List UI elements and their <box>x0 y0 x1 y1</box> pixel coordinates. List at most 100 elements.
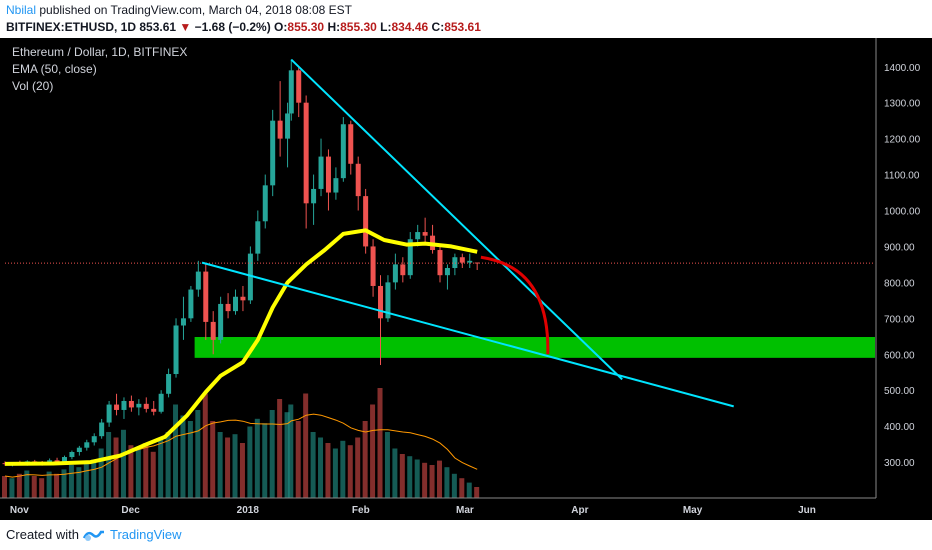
down-arrow-icon: ▼ <box>179 20 192 34</box>
volume-bar <box>98 448 104 498</box>
volume-bar <box>262 423 268 498</box>
volume-bar <box>392 448 398 498</box>
volume-bar <box>106 432 112 498</box>
volume-bar <box>195 410 201 498</box>
publish-line: Nbilal published on TradingView.com, Mar… <box>6 3 352 17</box>
candle-body <box>285 113 291 139</box>
volume-bar <box>24 470 30 498</box>
candle-body <box>128 400 134 408</box>
open-label: O: <box>274 20 288 34</box>
published-text: published on TradingView.com, March 04, … <box>39 3 352 17</box>
projection-arc-path <box>480 255 550 355</box>
price-chart[interactable]: 300.00 400.00 500.00 600.00 700.00 800.00 900.… <box>0 38 932 520</box>
support-zone-rect <box>194 337 876 358</box>
candle-body <box>173 325 179 375</box>
candle-body <box>180 318 186 326</box>
high-value: 855.30 <box>340 20 377 34</box>
volume-bar <box>295 421 301 498</box>
candle-body <box>407 239 413 276</box>
volume-bar <box>225 437 231 498</box>
candle-body <box>400 264 406 276</box>
candle-body <box>54 460 60 463</box>
x-tick-label: Nov <box>10 505 29 516</box>
volume-bar <box>269 410 275 498</box>
volume-bar <box>158 437 164 498</box>
y-tick-label: 700.00 <box>884 314 915 325</box>
x-tick-label: Dec <box>121 505 140 516</box>
volume-bar <box>474 487 480 498</box>
volume-bar <box>459 478 465 498</box>
publish-header: Nbilal published on TradingView.com, Mar… <box>0 0 932 38</box>
volume-bar <box>165 432 171 498</box>
volume-bar <box>347 445 353 498</box>
candle-body <box>188 289 194 319</box>
volume-bars <box>2 388 480 498</box>
author-link[interactable]: Nbilal <box>6 3 37 17</box>
volume-bar <box>46 471 52 498</box>
created-with-text: Created with <box>6 527 79 542</box>
candle-body <box>452 257 458 268</box>
volume-bar <box>451 473 457 498</box>
candle-body <box>166 374 172 394</box>
y-tick-label: 800.00 <box>884 278 915 289</box>
volume-bar <box>150 451 156 498</box>
candle-body <box>210 321 216 340</box>
volume-bar <box>303 393 309 498</box>
candle-body <box>333 178 339 193</box>
close-value: 853.61 <box>444 20 481 34</box>
volume-bar <box>325 443 331 498</box>
volume-bar <box>362 421 368 498</box>
y-tick-label: 1300.00 <box>884 99 921 110</box>
volume-bar <box>16 473 22 498</box>
candle-body <box>296 70 302 103</box>
volume-bar <box>340 440 346 498</box>
candle-body <box>325 156 331 193</box>
candle-body <box>69 452 75 458</box>
chart-area[interactable]: 300.00 400.00 500.00 600.00 700.00 800.00 900.… <box>0 38 932 520</box>
ema-line <box>4 228 478 466</box>
volume-bar <box>120 429 126 498</box>
candle-body <box>270 120 276 186</box>
volume-bar <box>113 437 119 498</box>
volume-bar <box>54 473 60 498</box>
candle-body <box>225 303 231 312</box>
candle-body <box>415 232 421 240</box>
candle-body <box>422 232 428 236</box>
price-change: −1.68 (−0.2%) <box>194 20 271 34</box>
projection-arc <box>480 255 550 355</box>
candle-body <box>218 303 224 340</box>
y-tick-label: 1200.00 <box>884 135 921 146</box>
candle-body <box>99 422 105 437</box>
candle-body <box>459 257 465 263</box>
candle-body <box>467 260 473 263</box>
legend-vol: Vol (20) <box>12 79 53 93</box>
symbol-quote-line: BITFINEX:ETHUSD, 1D 853.61 ▼ −1.68 (−0.2… <box>6 20 481 34</box>
y-tick-label: 1400.00 <box>884 63 921 74</box>
candle-body <box>76 447 82 452</box>
volume-bar <box>91 459 97 498</box>
volume-bar <box>399 454 405 498</box>
volume-bar <box>76 467 82 498</box>
volume-bar <box>332 448 338 498</box>
candle-body <box>392 264 398 283</box>
candle-body <box>262 185 268 222</box>
legend-ema: EMA (50, close) <box>12 62 97 76</box>
candle-body <box>158 393 164 412</box>
y-tick-label: 1000.00 <box>884 207 921 218</box>
candle-body <box>114 404 120 410</box>
volume-bar <box>254 418 260 498</box>
candles <box>2 59 480 467</box>
volume-bar <box>210 421 216 498</box>
candle-body <box>378 285 384 319</box>
volume-bar <box>61 469 67 498</box>
candle-body <box>84 442 90 448</box>
volume-bar <box>318 437 324 498</box>
x-tick-label: May <box>683 505 703 516</box>
volume-bar <box>31 476 37 498</box>
tradingview-brand[interactable]: TradingView <box>110 527 182 542</box>
trendline-upper <box>290 58 623 381</box>
volume-bar <box>39 478 45 498</box>
last-price: 853.61 <box>139 20 177 34</box>
ema-path <box>4 228 478 466</box>
volume-bar <box>444 467 450 498</box>
